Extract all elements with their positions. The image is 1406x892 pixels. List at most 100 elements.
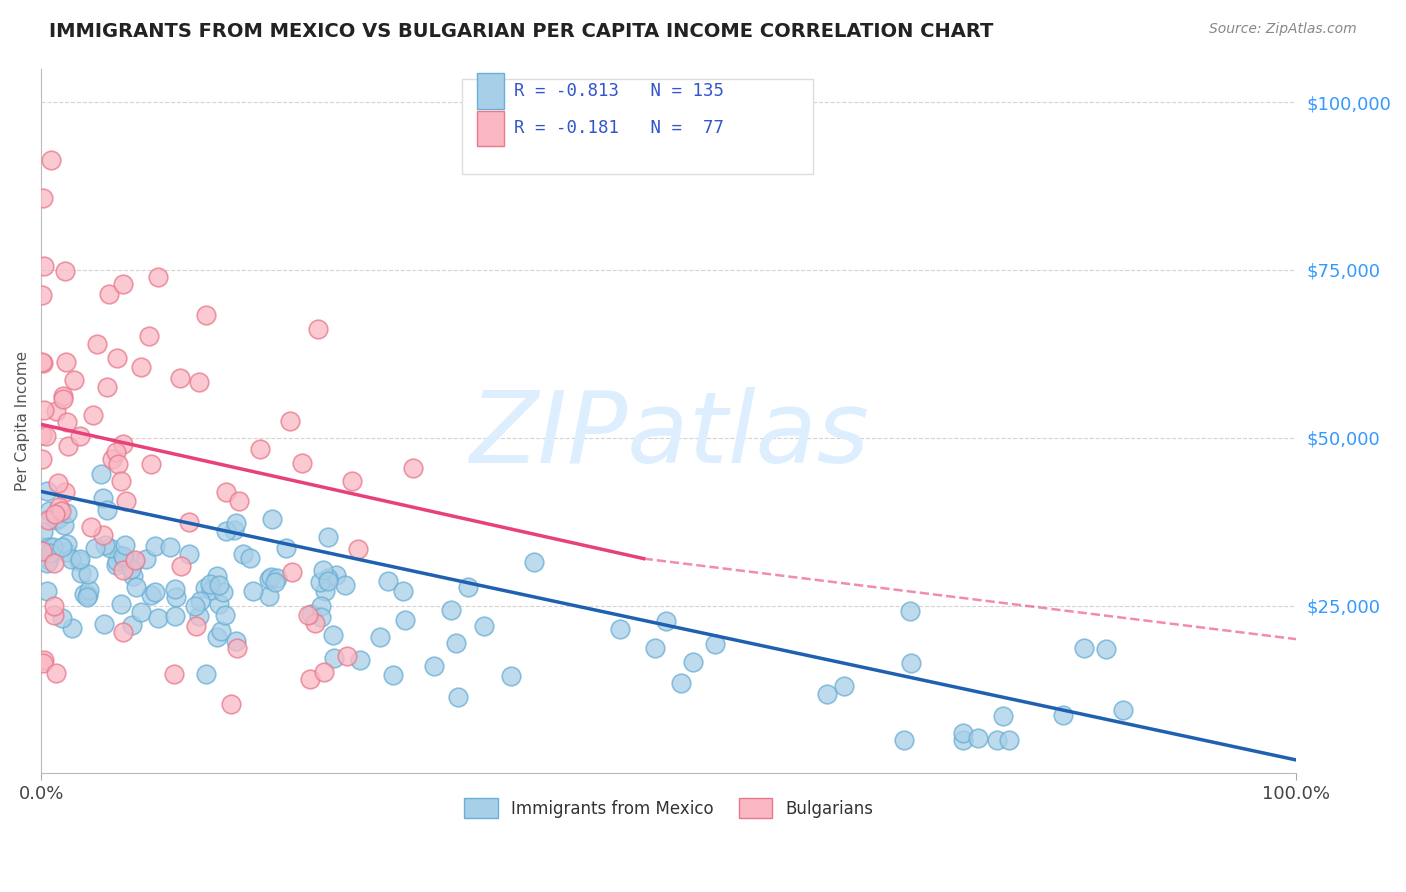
- Point: [35, 556, 58, 570]
- Point: [259, 572, 281, 586]
- Point: [110, 597, 132, 611]
- Point: [122, 568, 145, 582]
- Point: [312, 563, 335, 577]
- Point: [96, 380, 118, 394]
- Point: [44, 507, 66, 521]
- Point: [31, 355, 53, 369]
- Point: [77, 582, 100, 597]
- Point: [225, 516, 247, 531]
- Point: [209, 624, 232, 639]
- Point: [299, 607, 322, 621]
- Point: [38, 545, 60, 559]
- Point: [187, 375, 209, 389]
- Point: [316, 571, 339, 585]
- Point: [249, 442, 271, 457]
- Point: [188, 593, 211, 607]
- Point: [333, 577, 356, 591]
- Point: [42, 599, 65, 613]
- Y-axis label: Per Capita Income: Per Capita Income: [15, 351, 30, 491]
- Point: [100, 451, 122, 466]
- Point: [56, 439, 79, 453]
- Point: [46, 476, 69, 491]
- Point: [104, 558, 127, 572]
- Point: [336, 648, 359, 663]
- Point: [53, 264, 76, 278]
- Point: [316, 574, 339, 588]
- Point: [208, 597, 231, 611]
- Point: [31, 451, 53, 466]
- Point: [76, 591, 98, 605]
- Point: [314, 583, 336, 598]
- Text: ZIPatlas: ZIPatlas: [468, 386, 869, 483]
- Point: [297, 608, 319, 623]
- Point: [212, 584, 235, 599]
- Point: [55, 545, 77, 559]
- Point: [121, 617, 143, 632]
- Point: [48, 500, 70, 514]
- Point: [318, 530, 340, 544]
- Point: [308, 575, 330, 590]
- Point: [51, 504, 73, 518]
- Point: [1052, 708, 1074, 723]
- Point: [91, 528, 114, 542]
- Point: [402, 461, 425, 475]
- Point: [232, 547, 254, 561]
- Point: [815, 687, 838, 701]
- Point: [32, 259, 55, 273]
- Point: [91, 491, 114, 505]
- Point: [1112, 703, 1135, 717]
- Point: [31, 541, 53, 555]
- Point: [38, 504, 60, 518]
- Point: [45, 513, 67, 527]
- Text: Source: ZipAtlas.com: Source: ZipAtlas.com: [1209, 22, 1357, 37]
- Text: R = -0.181   N =  77: R = -0.181 N = 77: [515, 120, 724, 137]
- Point: [215, 524, 238, 539]
- Point: [32, 657, 55, 671]
- Point: [239, 551, 262, 566]
- Point: [82, 409, 104, 423]
- Point: [31, 427, 53, 442]
- Point: [228, 493, 250, 508]
- Point: [832, 679, 855, 693]
- Point: [55, 506, 77, 520]
- Legend: Immigrants from Mexico, Bulgarians: Immigrants from Mexico, Bulgarians: [457, 791, 880, 825]
- Point: [139, 588, 162, 602]
- Point: [107, 457, 129, 471]
- Point: [194, 667, 217, 681]
- Point: [37, 513, 59, 527]
- Point: [31, 287, 53, 301]
- Point: [893, 732, 915, 747]
- Point: [32, 191, 55, 205]
- Point: [108, 548, 131, 562]
- Point: [215, 485, 238, 500]
- Point: [188, 609, 211, 624]
- Point: [112, 549, 135, 563]
- Point: [377, 574, 399, 588]
- Point: [499, 669, 522, 683]
- Point: [45, 666, 67, 681]
- Text: R = -0.813   N = 135: R = -0.813 N = 135: [515, 82, 724, 100]
- Point: [194, 308, 217, 322]
- FancyBboxPatch shape: [461, 79, 813, 174]
- Point: [60, 621, 83, 635]
- Point: [114, 538, 136, 552]
- Point: [226, 641, 249, 656]
- Point: [266, 571, 288, 585]
- Point: [131, 360, 153, 375]
- Point: [1094, 642, 1116, 657]
- Point: [80, 519, 103, 533]
- Point: [70, 566, 93, 581]
- Point: [163, 667, 186, 681]
- Point: [304, 615, 326, 630]
- Point: [69, 551, 91, 566]
- Point: [1073, 640, 1095, 655]
- Bar: [477, 111, 505, 146]
- Point: [224, 634, 246, 648]
- Point: [42, 607, 65, 622]
- Point: [146, 269, 169, 284]
- Point: [115, 494, 138, 508]
- Point: [472, 619, 495, 633]
- Point: [96, 503, 118, 517]
- Point: [42, 556, 65, 570]
- Point: [214, 608, 236, 623]
